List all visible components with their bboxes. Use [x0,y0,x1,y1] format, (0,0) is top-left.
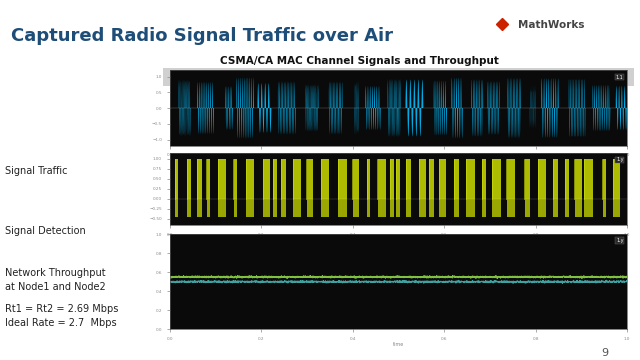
Text: Rt1 = Rt2 = 2.69 Mbps
Ideal Rate = 2.7  Mbps: Rt1 = Rt2 = 2.69 Mbps Ideal Rate = 2.7 M… [5,304,118,328]
Text: Signal Detection: Signal Detection [5,226,86,236]
Text: Captured Radio Signal Traffic over Air: Captured Radio Signal Traffic over Air [11,27,393,45]
Text: Signal Traffic: Signal Traffic [5,166,68,176]
Text: 9: 9 [601,348,609,358]
Text: CSMA/CA MAC Channel Signals and Throughput: CSMA/CA MAC Channel Signals and Throughp… [221,56,499,66]
Bar [163,68,634,86]
Text: Radio Signal Channel: Radio Signal Channel [372,75,424,80]
Text: 1.y: 1.y [616,238,623,243]
Text: MathWorks: MathWorks [518,20,585,30]
Text: 1.y: 1.y [616,157,623,162]
X-axis label: time: time [393,342,404,347]
Text: 1.1: 1.1 [616,75,623,80]
Text: Network Throughput
at Node1 and Node2: Network Throughput at Node1 and Node2 [5,268,106,292]
